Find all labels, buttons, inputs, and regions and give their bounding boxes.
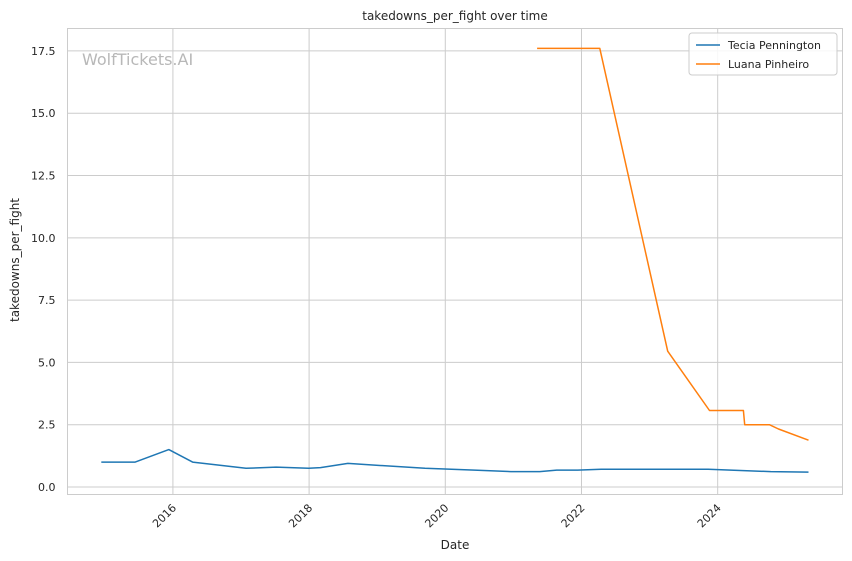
y-axis-label: takedowns_per_fight (8, 198, 22, 322)
series-lines (101, 47, 809, 473)
legend-label: Tecia Pennington (727, 39, 821, 52)
y-tick-label: 5.0 (38, 356, 56, 369)
x-axis-label: Date (441, 538, 470, 552)
legend-label: Luana Pinheiro (728, 58, 809, 71)
y-tick-label: 17.5 (31, 45, 56, 58)
y-tick-label: 12.5 (31, 170, 56, 183)
y-tick-label: 10.0 (31, 232, 56, 245)
y-axis-ticks: 0.0 2.5 5.0 7.5 10.0 12.5 15.0 17.5 (31, 45, 56, 494)
plot-frame (67, 28, 843, 495)
legend: Tecia Pennington Luana Pinheiro (688, 32, 838, 76)
grid (67, 28, 843, 495)
y-tick-label: 2.5 (38, 419, 56, 432)
legend-box (688, 32, 838, 76)
series-line (101, 448, 809, 473)
series-line (537, 47, 809, 441)
y-tick-label: 7.5 (38, 294, 56, 307)
y-tick-label: 0.0 (38, 481, 56, 494)
watermark-text: WolfTickets.AI (82, 50, 193, 69)
chart-title: takedowns_per_fight over time (362, 9, 548, 23)
y-tick-label: 15.0 (31, 107, 56, 120)
